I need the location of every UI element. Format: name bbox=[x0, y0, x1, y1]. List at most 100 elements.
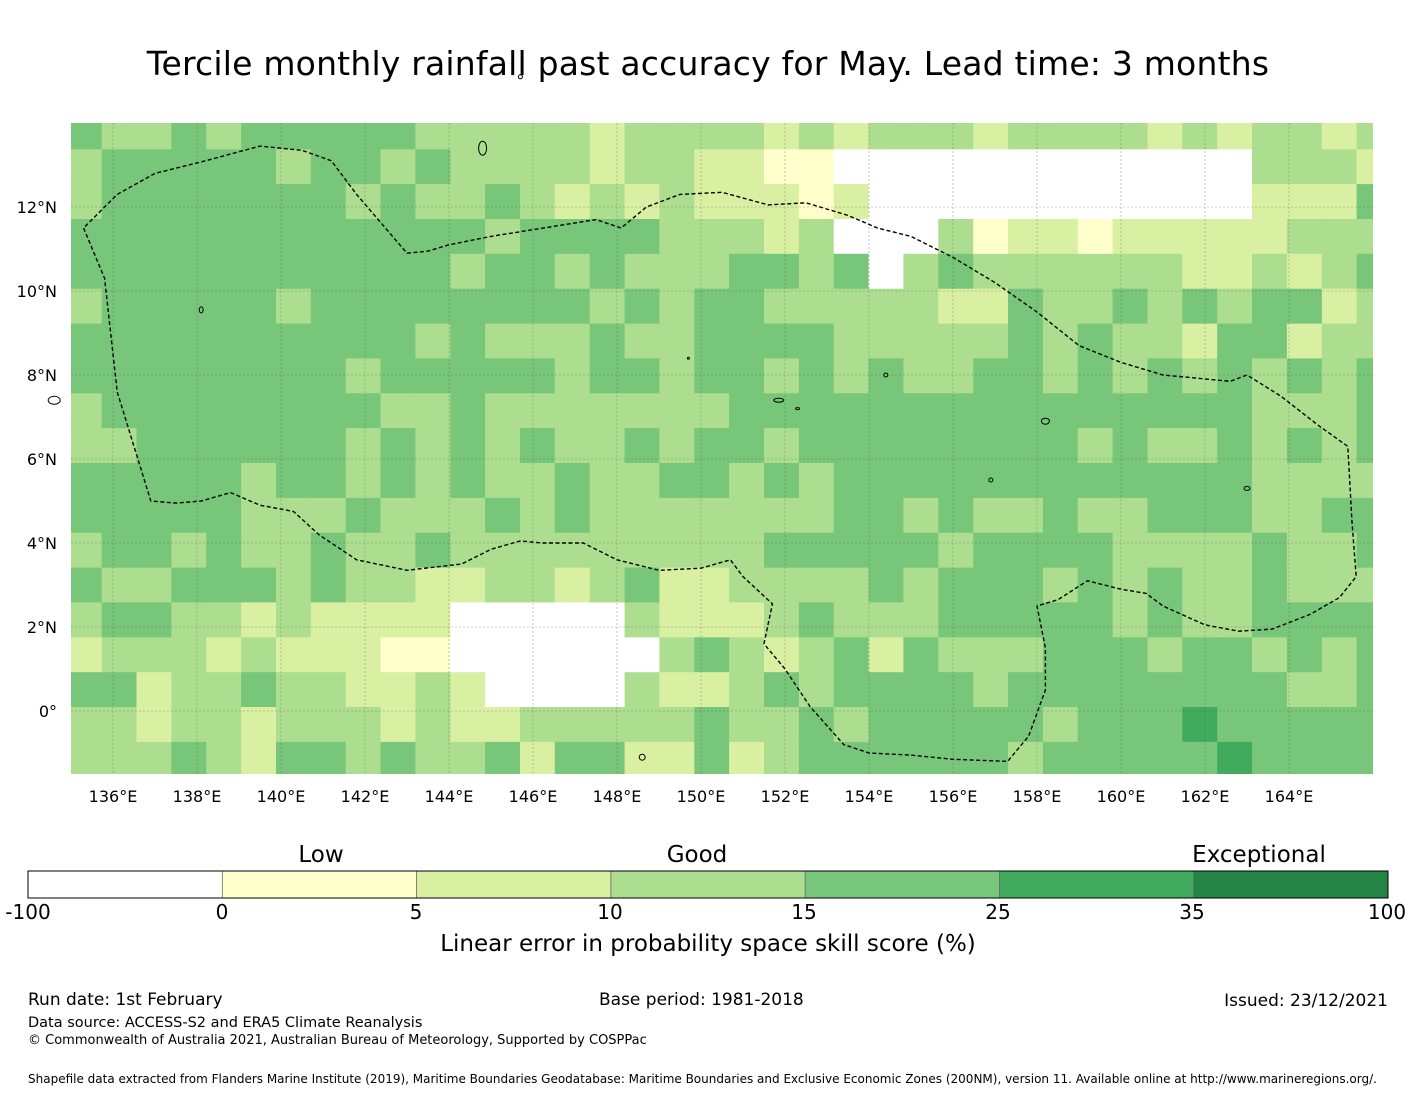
raster-cell bbox=[450, 322, 486, 359]
raster-cell bbox=[1356, 288, 1373, 324]
raster-cell bbox=[729, 123, 765, 150]
raster-cell bbox=[485, 741, 521, 774]
raster-cell bbox=[659, 601, 695, 638]
colorbar-axis-label: Linear error in probability space skill … bbox=[440, 931, 976, 957]
raster-cell bbox=[1077, 253, 1114, 289]
raster-cell bbox=[1147, 427, 1183, 463]
raster-cell bbox=[1147, 636, 1183, 673]
raster-cell bbox=[1356, 357, 1373, 394]
raster-cell bbox=[485, 322, 521, 359]
raster-cell bbox=[1252, 288, 1288, 324]
raster-cell bbox=[903, 322, 939, 359]
raster-cell bbox=[1182, 253, 1218, 289]
raster-cell bbox=[589, 462, 626, 498]
raster-cell bbox=[659, 462, 695, 498]
raster-cell bbox=[380, 123, 416, 150]
island-outline bbox=[47, 395, 61, 405]
raster-cell bbox=[798, 497, 835, 533]
lon-tick-label: 146°E bbox=[509, 787, 558, 806]
raster-cell bbox=[798, 636, 835, 673]
raster-cell bbox=[938, 322, 974, 359]
raster-cell bbox=[450, 427, 486, 463]
raster-cell bbox=[345, 322, 382, 359]
raster-cell bbox=[938, 123, 974, 150]
raster-cell bbox=[1182, 218, 1218, 254]
raster-cell bbox=[1252, 462, 1288, 498]
raster-cell bbox=[206, 288, 242, 324]
raster-cell bbox=[206, 462, 242, 498]
raster-cell bbox=[380, 183, 416, 219]
raster-cell bbox=[729, 322, 765, 359]
raster-cell bbox=[310, 706, 347, 742]
raster-cell bbox=[1112, 288, 1149, 324]
raster-cell bbox=[624, 671, 661, 707]
raster-cell bbox=[868, 322, 905, 359]
raster-cell bbox=[171, 392, 207, 429]
raster-cell bbox=[1252, 566, 1288, 603]
raster-cell bbox=[101, 532, 138, 568]
category-good-label: Good bbox=[666, 842, 728, 868]
island-outline bbox=[773, 397, 785, 403]
island-outline bbox=[686, 356, 690, 360]
raster-cell bbox=[1356, 532, 1373, 568]
raster-cell bbox=[589, 601, 626, 638]
raster-cell bbox=[136, 288, 172, 324]
raster-cell bbox=[101, 427, 138, 463]
raster-cell bbox=[310, 288, 347, 324]
raster-cell bbox=[764, 706, 800, 742]
raster-cell bbox=[903, 462, 939, 498]
raster-cell bbox=[624, 601, 661, 638]
raster-cell bbox=[520, 357, 556, 394]
raster-cell bbox=[798, 741, 835, 774]
colorbar-tick: 15 bbox=[791, 900, 817, 924]
raster-cell bbox=[136, 566, 172, 603]
raster-cell bbox=[171, 741, 207, 774]
raster-cell bbox=[206, 253, 242, 289]
raster-cell bbox=[136, 148, 172, 185]
colorbar-frame bbox=[27, 870, 1389, 899]
raster-cell bbox=[973, 392, 1009, 429]
raster-cell bbox=[206, 741, 242, 774]
raster-cell bbox=[589, 183, 626, 219]
raster-cell bbox=[1182, 636, 1218, 673]
raster-cell bbox=[276, 288, 312, 324]
island-outline bbox=[1040, 417, 1050, 425]
raster-cell bbox=[450, 741, 486, 774]
raster-cell bbox=[589, 288, 626, 324]
raster-cell bbox=[554, 636, 591, 673]
raster-cell bbox=[833, 566, 870, 603]
raster-cell bbox=[868, 253, 905, 289]
lon-tick-label: 138°E bbox=[173, 787, 222, 806]
raster-cell bbox=[450, 148, 486, 185]
raster-cell bbox=[101, 123, 138, 150]
raster-cell bbox=[380, 566, 416, 603]
raster-cell bbox=[71, 357, 103, 394]
raster-cell bbox=[903, 532, 939, 568]
raster-cell bbox=[1112, 183, 1149, 219]
raster-cell bbox=[659, 148, 695, 185]
raster-cell bbox=[1008, 183, 1044, 219]
raster-cell bbox=[171, 322, 207, 359]
raster-cell bbox=[694, 601, 730, 638]
raster-cell bbox=[973, 357, 1009, 394]
raster-cell bbox=[310, 566, 347, 603]
raster-cell bbox=[1356, 392, 1373, 429]
raster-cell bbox=[241, 671, 277, 707]
raster-cell bbox=[1321, 392, 1358, 429]
lat-tick-label: 6°N bbox=[27, 450, 57, 469]
raster-cell bbox=[1286, 427, 1323, 463]
raster-cell bbox=[206, 123, 242, 150]
raster-cell bbox=[554, 706, 591, 742]
raster-cell bbox=[1008, 288, 1044, 324]
raster-cell bbox=[903, 123, 939, 150]
raster-cell bbox=[206, 322, 242, 359]
raster-cell bbox=[450, 218, 486, 254]
raster-cell bbox=[554, 741, 591, 774]
raster-cell bbox=[520, 218, 556, 254]
raster-cell bbox=[833, 497, 870, 533]
raster-cell bbox=[136, 532, 172, 568]
raster-cell bbox=[624, 636, 661, 673]
raster-cell bbox=[310, 671, 347, 707]
raster-cell bbox=[241, 123, 277, 150]
raster-cell bbox=[241, 183, 277, 219]
